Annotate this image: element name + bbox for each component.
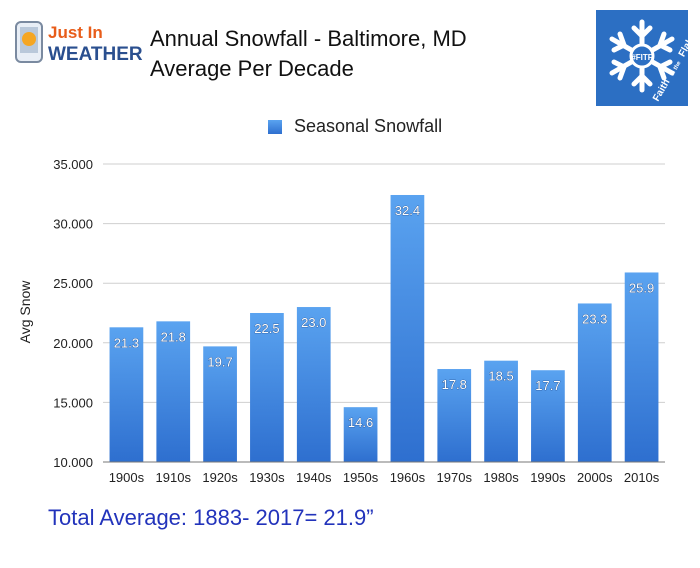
bar-1910s <box>156 321 191 462</box>
x-tick-label: 2010s <box>624 470 660 485</box>
x-tick-label: 1960s <box>390 470 426 485</box>
bar-1940s <box>296 307 331 462</box>
data-label: 17.8 <box>442 377 467 392</box>
title-line-1: Annual Snowfall - Baltimore, MD <box>150 26 467 51</box>
legend-swatch <box>268 119 282 134</box>
x-tick-label: 1910s <box>156 470 192 485</box>
bar-1930s <box>250 313 284 462</box>
logo-text-just-in: Just In <box>48 23 103 42</box>
bar-1960s <box>390 194 425 462</box>
total-average-note: Total Average: 1883- 2017= 21.9” <box>48 505 374 530</box>
bar-2010s <box>624 272 659 462</box>
y-axis-label: Avg Snow <box>17 280 33 344</box>
data-label: 25.9 <box>629 280 654 295</box>
data-label: 21.3 <box>114 335 139 350</box>
bar-1900s <box>109 327 144 462</box>
x-tick-label: 1990s <box>530 470 566 485</box>
x-tick-label: 1980s <box>483 470 519 485</box>
x-tick-label: 1900s <box>109 470 145 485</box>
bar-1970s <box>437 369 472 462</box>
bars <box>109 194 659 462</box>
x-tick-label: 1940s <box>296 470 332 485</box>
title-line-2: Average Per Decade <box>150 56 354 81</box>
x-tick-label: 1920s <box>202 470 238 485</box>
x-tick-label: 2000s <box>577 470 613 485</box>
data-label: 22.5 <box>254 321 279 336</box>
bar-1980s <box>484 360 518 462</box>
y-tick-label: 20.000 <box>53 336 93 351</box>
data-label: 21.8 <box>161 329 186 344</box>
x-tick-label: 1930s <box>249 470 285 485</box>
bar-2000s <box>577 303 612 462</box>
data-label: 19.7 <box>207 354 232 369</box>
faith-in-the-flakes-logo: #FITF Faith in the Flakes <box>596 10 700 106</box>
data-label: 17.7 <box>535 378 560 393</box>
x-tick-label: 1950s <box>343 470 379 485</box>
chart-legend: Seasonal Snowfall <box>268 116 442 137</box>
y-tick-label: 15.000 <box>53 395 93 410</box>
data-label: 23.0 <box>301 315 326 330</box>
y-tick-label: 35.000 <box>53 157 93 172</box>
data-label: 14.6 <box>348 415 373 430</box>
data-label: 23.3 <box>582 311 607 326</box>
bar-1920s <box>203 346 237 462</box>
chart-title: Annual Snowfall - Baltimore, MD Average … <box>150 24 467 84</box>
gridlines <box>103 163 665 403</box>
snowfall-bar-chart: 21.3 21.8 19.7 22.5 23.0 14.6 32.4 17.8 18.5 17.7… <box>17 157 665 485</box>
data-label: 18.5 <box>488 369 513 384</box>
y-tick-label: 30.000 <box>53 217 93 232</box>
bar-1950s <box>343 407 378 462</box>
just-in-weather-logo: Just In WEATHER <box>14 18 144 68</box>
logo-text-weather: WEATHER <box>48 44 143 65</box>
axes: 10.000 15.000 20.000 25.000 30.000 35.000 1900… <box>53 157 665 485</box>
y-tick-label: 10.000 <box>53 455 93 470</box>
data-label: 32.4 <box>395 203 420 218</box>
x-tick-label: 1970s <box>437 470 473 485</box>
legend-label: Seasonal Snowfall <box>294 116 443 136</box>
bar-1990s <box>531 370 565 462</box>
logo-badge-text: #FITF <box>631 53 652 62</box>
y-tick-label: 25.000 <box>53 276 93 291</box>
data-labels: 21.3 21.8 19.7 22.5 23.0 14.6 32.4 17.8 18.5 17.7… <box>113 203 654 431</box>
